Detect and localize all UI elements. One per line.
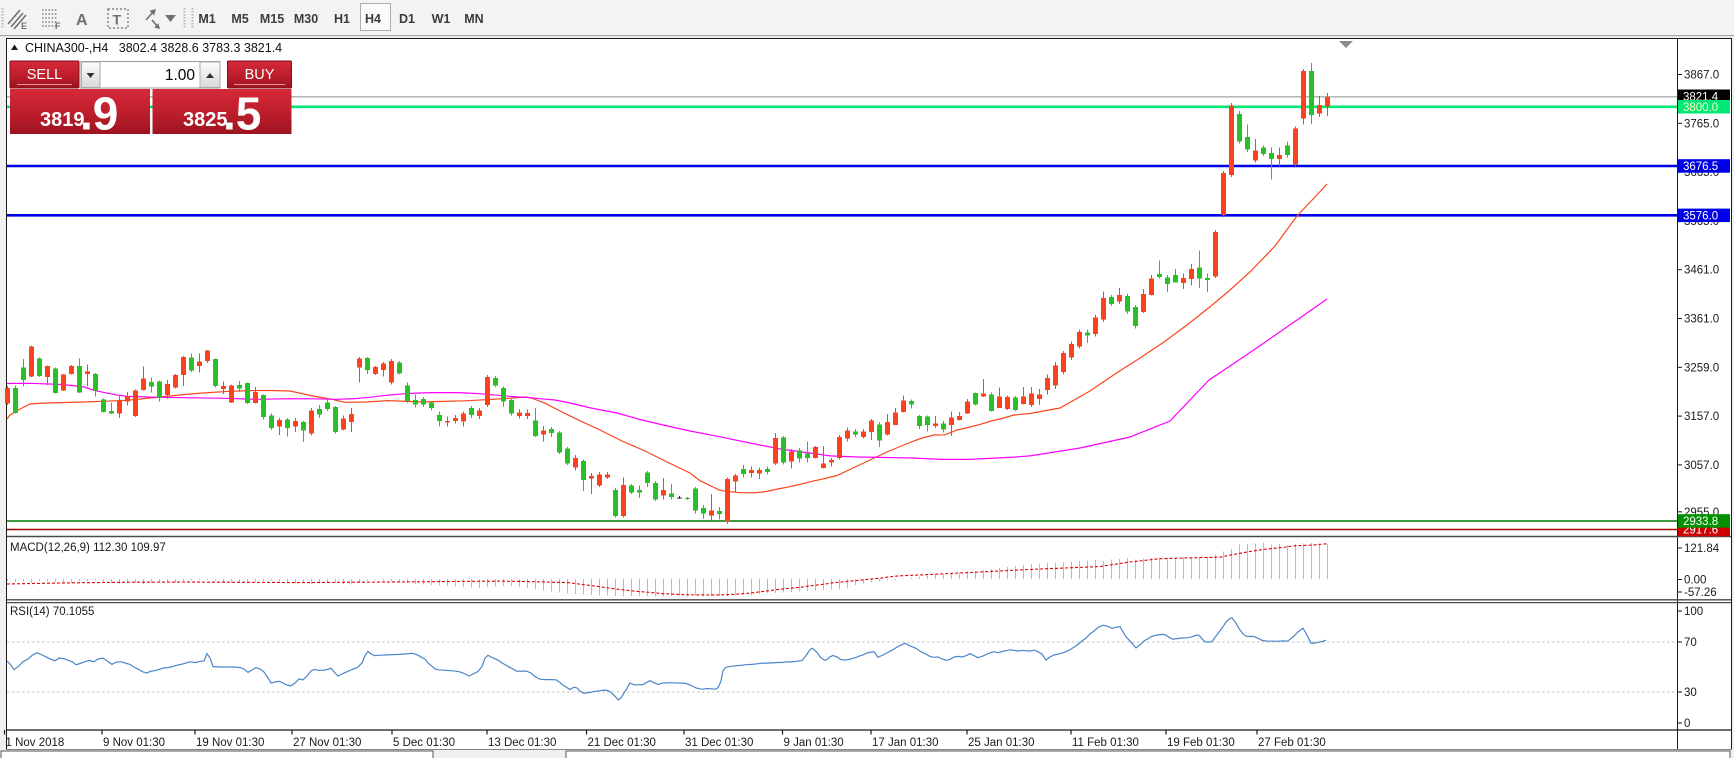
svg-text:MN: MN <box>464 12 483 26</box>
svg-text:121.84: 121.84 <box>1684 543 1720 555</box>
svg-text:SELL: SELL <box>27 67 62 83</box>
svg-text:M1: M1 <box>198 12 215 26</box>
svg-text:21 Dec 01:30: 21 Dec 01:30 <box>588 737 656 749</box>
svg-text:.5: .5 <box>223 88 261 140</box>
svg-text:100: 100 <box>1684 606 1703 618</box>
svg-text:3765.0: 3765.0 <box>1684 118 1719 130</box>
svg-text:D1: D1 <box>399 12 415 26</box>
svg-text:27 Nov 01:30: 27 Nov 01:30 <box>293 737 361 749</box>
svg-text:3259.0: 3259.0 <box>1684 362 1719 374</box>
svg-text:T: T <box>113 12 122 28</box>
svg-text:11 Feb 01:30: 11 Feb 01:30 <box>1072 737 1139 749</box>
svg-text:MACD(12,26,9) 112.30 109.97: MACD(12,26,9) 112.30 109.97 <box>10 542 166 554</box>
svg-text:1 Nov 2018: 1 Nov 2018 <box>6 737 65 749</box>
svg-text:3825: 3825 <box>183 109 228 131</box>
svg-text:3157.0: 3157.0 <box>1684 411 1719 423</box>
svg-text:F: F <box>55 21 61 31</box>
svg-text:RSI(14) 70.1055: RSI(14) 70.1055 <box>10 606 94 618</box>
svg-text:17 Jan 01:30: 17 Jan 01:30 <box>872 737 939 749</box>
svg-text:-57.26: -57.26 <box>1684 587 1717 599</box>
svg-text:3800.0: 3800.0 <box>1683 102 1718 114</box>
svg-text:M15: M15 <box>260 12 284 26</box>
svg-text:A: A <box>76 12 88 29</box>
svg-text:BUY: BUY <box>245 67 275 83</box>
svg-text:0.00: 0.00 <box>1684 575 1706 587</box>
svg-text:9 Jan 01:30: 9 Jan 01:30 <box>784 737 844 749</box>
svg-text:25 Jan 01:30: 25 Jan 01:30 <box>968 737 1035 749</box>
svg-text:3057.0: 3057.0 <box>1684 460 1719 472</box>
svg-text:5 Dec 01:30: 5 Dec 01:30 <box>393 737 455 749</box>
svg-text:H4: H4 <box>365 12 381 26</box>
svg-text:M30: M30 <box>294 12 318 26</box>
svg-text:27 Feb 01:30: 27 Feb 01:30 <box>1258 737 1326 749</box>
svg-text:19 Feb 01:30: 19 Feb 01:30 <box>1167 737 1235 749</box>
svg-text:31 Dec 01:30: 31 Dec 01:30 <box>685 737 753 749</box>
svg-text:3676.5: 3676.5 <box>1683 161 1718 173</box>
svg-text:13 Dec 01:30: 13 Dec 01:30 <box>488 737 556 749</box>
svg-text:3461.0: 3461.0 <box>1684 265 1719 277</box>
svg-text:E: E <box>21 21 27 31</box>
svg-text:.9: .9 <box>80 88 118 140</box>
svg-text:M5: M5 <box>231 12 248 26</box>
svg-text:CHINA300-,H4 3802.4 3828.6 3: CHINA300-,H4 3802.4 3828.6 3783.3 3821.4 <box>25 41 282 55</box>
svg-text:H1: H1 <box>334 12 350 26</box>
svg-text:0: 0 <box>1684 718 1690 730</box>
svg-text:3819: 3819 <box>40 109 85 131</box>
svg-text:3867.0: 3867.0 <box>1684 70 1719 82</box>
svg-text:2933.8: 2933.8 <box>1683 516 1718 528</box>
svg-text:1.00: 1.00 <box>165 67 196 84</box>
svg-text:9 Nov 01:30: 9 Nov 01:30 <box>103 737 165 749</box>
svg-text:W1: W1 <box>432 12 451 26</box>
svg-text:30: 30 <box>1684 687 1697 699</box>
svg-text:3361.0: 3361.0 <box>1684 314 1719 326</box>
svg-text:19 Nov 01:30: 19 Nov 01:30 <box>196 737 264 749</box>
svg-text:70: 70 <box>1684 637 1697 649</box>
svg-text:3576.0: 3576.0 <box>1683 211 1718 223</box>
